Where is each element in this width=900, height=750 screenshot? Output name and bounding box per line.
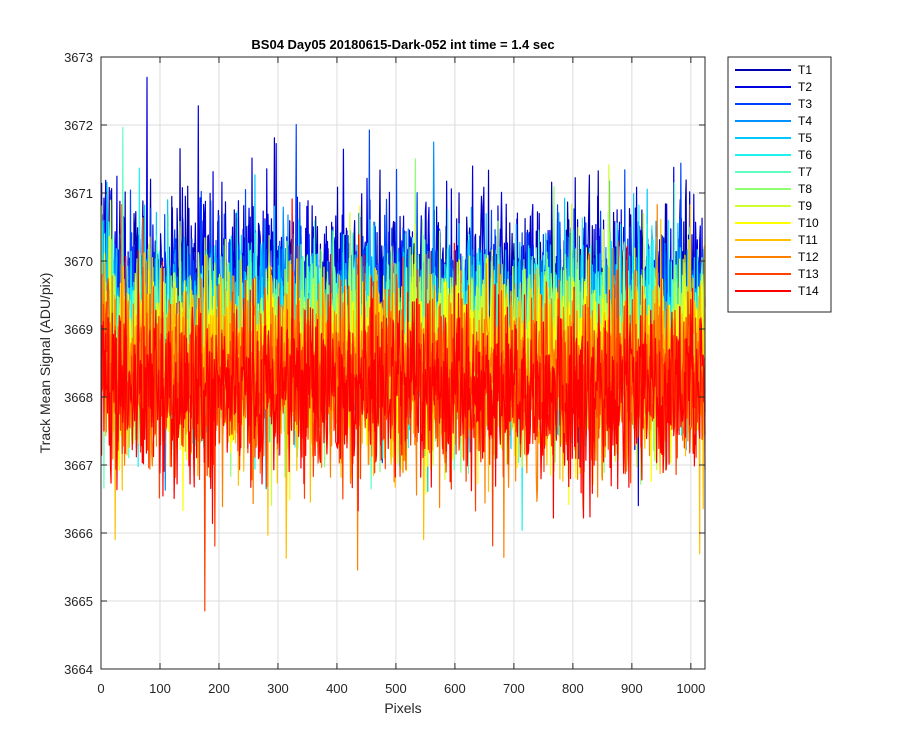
x-tick-label: 600	[444, 681, 466, 696]
y-tick-label: 3666	[64, 526, 93, 541]
legend-label: T1	[798, 63, 812, 77]
x-tick-label: 700	[503, 681, 525, 696]
x-tick-label: 100	[149, 681, 171, 696]
y-tick-label: 3668	[64, 390, 93, 405]
legend-entry-t2: T2	[735, 80, 812, 94]
legend-label: T4	[798, 114, 812, 128]
x-tick-label: 800	[562, 681, 584, 696]
legend-label: T12	[798, 250, 819, 264]
legend-label: T5	[798, 131, 812, 145]
legend-label: T9	[798, 199, 812, 213]
legend-entry-t6: T6	[735, 148, 812, 162]
legend-label: T11	[798, 233, 818, 247]
legend-label: T14	[798, 284, 819, 298]
x-tick-label: 500	[385, 681, 407, 696]
legend-box	[727, 56, 832, 313]
legend-entry-t3: T3	[735, 97, 812, 111]
legend-entry-t7: T7	[735, 165, 812, 179]
y-tick-label: 3665	[64, 594, 93, 609]
legend: T1 T2 T3 T4 T5 T6 T7 T8 T9 T10 T11 T12 T13 T14	[727, 56, 832, 313]
legend-label: T10	[798, 216, 819, 230]
y-tick-label: 3670	[64, 254, 93, 269]
chart-title: BS04 Day05 20180615-Dark-052 int time = …	[251, 37, 554, 52]
x-tick-label: 900	[621, 681, 643, 696]
y-tick-label: 3673	[64, 50, 93, 65]
legend-entry-t9: T9	[735, 199, 812, 213]
ticks: 0 100 200 300 400 500 600 700 800 900 1000 3664 3665…	[64, 50, 705, 696]
series-line-t14	[100, 198, 706, 525]
x-tick-label: 300	[267, 681, 289, 696]
x-tick-label: 0	[97, 681, 104, 696]
legend-label: T6	[798, 148, 812, 162]
legend-entry-t12: T12	[735, 250, 819, 264]
y-tick-label: 3672	[64, 118, 93, 133]
legend-label: T13	[798, 267, 819, 281]
legend-entry-t11: T11	[735, 233, 818, 247]
plot-frame	[100, 56, 706, 670]
x-tick-label: 1000	[676, 681, 705, 696]
legend-label: T7	[798, 165, 812, 179]
series-lines	[100, 76, 706, 612]
legend-entry-t4: T4	[735, 114, 812, 128]
series-line-t13	[100, 240, 706, 612]
y-tick-label: 3664	[64, 662, 93, 677]
y-axis-label: Track Mean Signal (ADU/pix)	[37, 273, 53, 454]
legend-label: T2	[798, 80, 812, 94]
legend-entry-t8: T8	[735, 182, 812, 196]
x-tick-label: 400	[326, 681, 348, 696]
legend-entry-t14: T14	[735, 284, 819, 298]
legend-label: T8	[798, 182, 812, 196]
legend-entry-t10: T10	[735, 216, 819, 230]
y-tick-label: 3669	[64, 322, 93, 337]
x-tick-label: 200	[208, 681, 230, 696]
legend-label: T3	[798, 97, 812, 111]
y-tick-label: 3667	[64, 458, 93, 473]
legend-entry-t1: T1	[735, 63, 812, 77]
x-axis-label: Pixels	[384, 700, 421, 716]
legend-entry-t5: T5	[735, 131, 812, 145]
y-tick-label: 3671	[64, 186, 93, 201]
legend-entry-t13: T13	[735, 267, 819, 281]
